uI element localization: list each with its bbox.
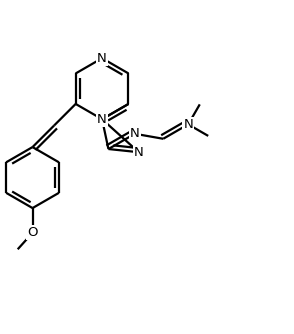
Text: N: N <box>130 127 140 140</box>
Text: N: N <box>183 118 193 131</box>
Text: N: N <box>134 146 144 159</box>
Text: N: N <box>97 113 107 126</box>
Text: N: N <box>97 113 107 126</box>
Text: O: O <box>27 226 38 239</box>
Text: N: N <box>97 52 107 65</box>
